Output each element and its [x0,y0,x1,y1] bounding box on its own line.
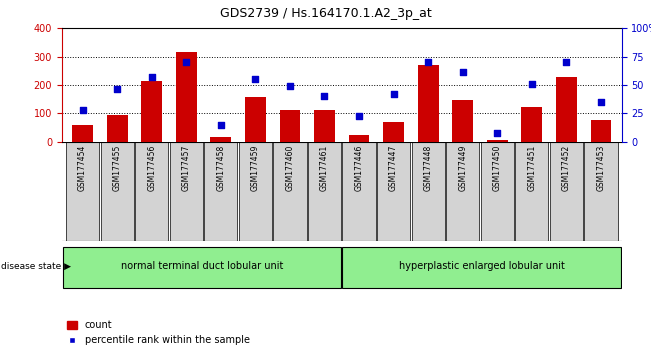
Text: GSM177447: GSM177447 [389,144,398,191]
Point [423,59,434,65]
Bar [515,142,548,241]
Text: GDS2739 / Hs.164170.1.A2_3p_at: GDS2739 / Hs.164170.1.A2_3p_at [219,7,432,20]
Point [112,87,122,92]
Bar [100,142,133,241]
Bar [170,142,203,241]
Bar [210,137,231,142]
Point [146,74,157,80]
Bar [141,81,162,142]
Bar [314,110,335,142]
Point [596,99,606,105]
Text: GSM177460: GSM177460 [285,144,294,191]
Text: GSM177457: GSM177457 [182,144,191,191]
Text: normal terminal duct lobular unit: normal terminal duct lobular unit [120,261,283,272]
Bar [487,140,508,142]
Point [284,83,295,89]
Text: GSM177456: GSM177456 [147,144,156,191]
Bar [349,135,369,142]
Text: GSM177450: GSM177450 [493,144,502,191]
Point [319,93,329,99]
Point [250,76,260,82]
Bar [107,115,128,142]
Point [561,59,572,65]
Bar [590,120,611,142]
Text: GSM177455: GSM177455 [113,144,122,191]
Point [458,70,468,75]
Text: disease state ▶: disease state ▶ [1,262,72,271]
Text: hyperplastic enlarged lobular unit: hyperplastic enlarged lobular unit [399,261,564,272]
Bar [452,100,473,142]
Point [389,91,399,97]
Point [354,113,365,118]
Bar [239,142,272,241]
Bar [308,142,341,241]
Bar [135,142,169,241]
Text: GSM177458: GSM177458 [216,144,225,191]
Bar [383,122,404,142]
Text: GSM177459: GSM177459 [251,144,260,191]
Bar [342,142,376,241]
Bar [480,142,514,241]
Bar [204,142,238,241]
Bar [521,107,542,142]
Text: GSM177451: GSM177451 [527,144,536,191]
Bar [279,110,300,142]
Bar [176,52,197,142]
Bar [556,77,577,142]
Bar [550,142,583,241]
Bar [418,65,439,142]
Bar [411,142,445,241]
Point [527,81,537,87]
Text: GSM177461: GSM177461 [320,144,329,191]
Bar [446,142,479,241]
Point [77,107,88,113]
Text: GSM177449: GSM177449 [458,144,467,191]
Text: GSM177454: GSM177454 [78,144,87,191]
Point [181,59,191,65]
Text: GSM177452: GSM177452 [562,144,571,191]
Bar [342,246,621,288]
Bar [62,246,341,288]
Bar [273,142,307,241]
Bar [585,142,618,241]
Point [492,130,503,135]
Bar [245,97,266,142]
Bar [72,125,93,142]
Legend: count, percentile rank within the sample: count, percentile rank within the sample [63,316,254,349]
Bar [377,142,410,241]
Point [215,122,226,127]
Text: GSM177448: GSM177448 [424,144,433,191]
Text: GSM177446: GSM177446 [355,144,363,191]
Bar [66,142,99,241]
Text: GSM177453: GSM177453 [596,144,605,191]
